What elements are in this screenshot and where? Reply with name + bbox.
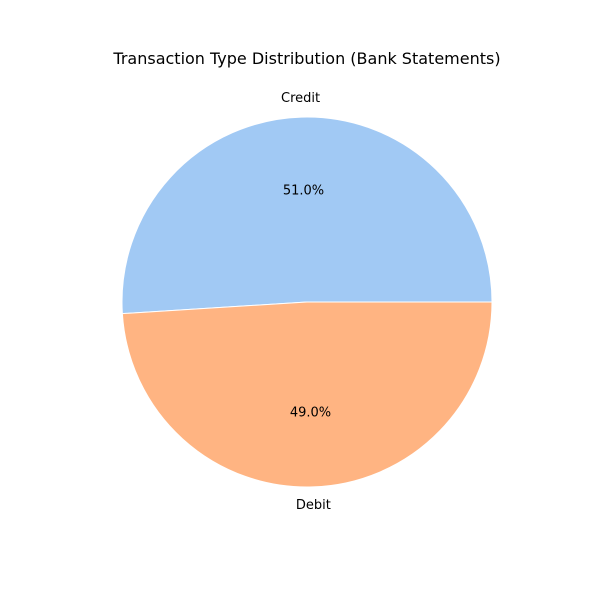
slice-percent-debit: 49.0% (290, 405, 331, 420)
chart-title: Transaction Type Distribution (Bank Stat… (112, 49, 500, 68)
pie-slice-debit (121, 301, 493, 488)
pie-labels: Credit 51.0% Debit 49.0% (281, 91, 331, 513)
slice-percent-credit: 51.0% (283, 184, 324, 199)
pie-slice-credit (121, 116, 493, 315)
pie-slices (121, 116, 493, 488)
slice-label-credit: Credit (281, 91, 320, 106)
slice-label-debit: Debit (296, 498, 331, 513)
